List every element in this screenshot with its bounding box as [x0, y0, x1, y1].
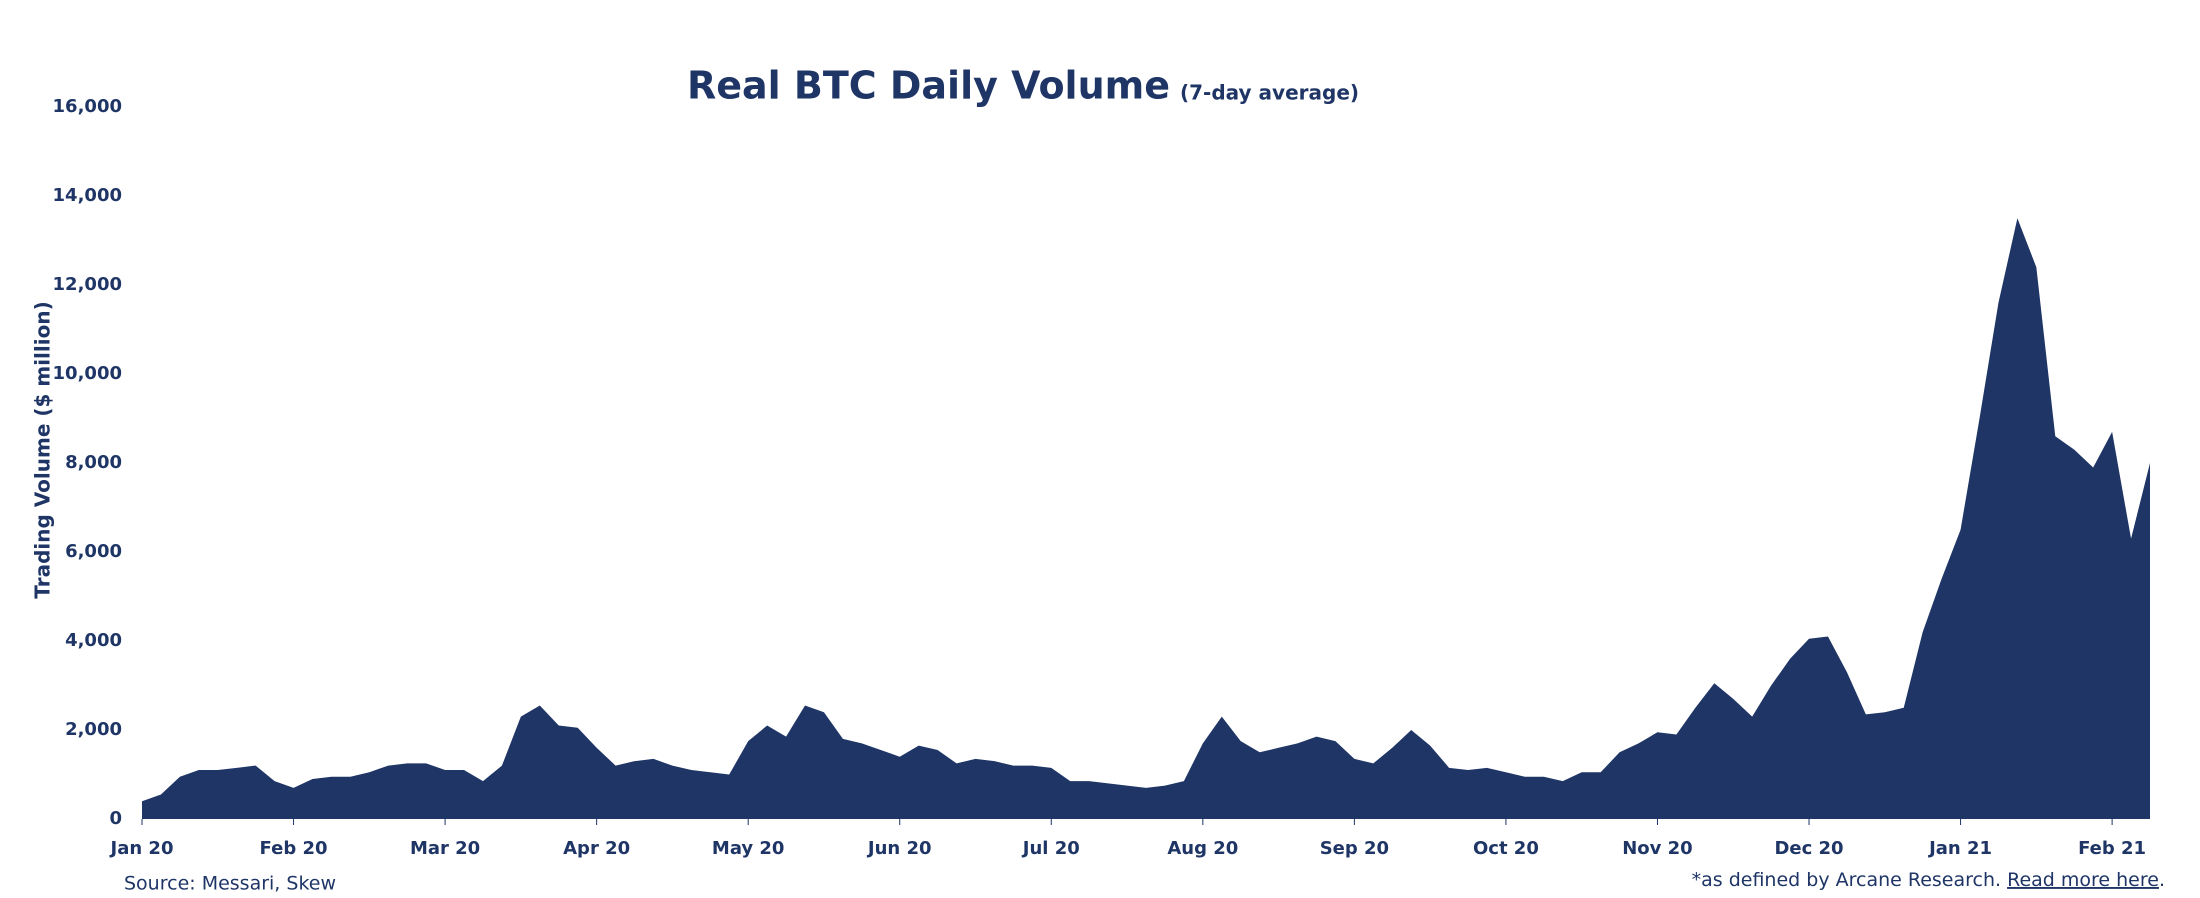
x-tick-label: May 20 [712, 838, 785, 859]
y-tick-label: 0 [109, 808, 122, 829]
footnote-text: *as defined by Arcane Research. [1692, 869, 2007, 891]
x-tick-label: Nov 20 [1622, 838, 1692, 859]
y-tick-label: 10,000 [53, 363, 122, 384]
y-tick-label: 12,000 [53, 274, 122, 295]
y-tick-label: 16,000 [53, 96, 122, 117]
y-tick-label: 8,000 [65, 452, 122, 473]
x-tick-label: Feb 20 [260, 838, 328, 859]
y-tick-label: 6,000 [65, 541, 122, 562]
x-tick-label: Jan 20 [109, 838, 174, 859]
chart-title: Real BTC Daily Volume [687, 64, 1170, 108]
chart-subtitle: (7-day average) [1180, 81, 1359, 105]
x-tick-label: Jun 20 [866, 838, 932, 859]
x-tick-label: Dec 20 [1774, 838, 1843, 859]
y-tick-label: 14,000 [53, 185, 122, 206]
x-tick-label: Aug 20 [1167, 838, 1238, 859]
x-tick-label: Apr 20 [563, 838, 630, 859]
area [142, 218, 2150, 819]
footnote: *as defined by Arcane Research. Read mor… [1692, 869, 2165, 891]
x-tick-label: Feb 21 [2078, 838, 2146, 859]
x-tick-label: Sep 20 [1320, 838, 1389, 859]
y-tick-label: 4,000 [65, 630, 122, 651]
x-tick-label: Mar 20 [410, 838, 480, 859]
x-tick-label: Oct 20 [1473, 838, 1539, 859]
x-tick-label: Jan 21 [1927, 838, 1992, 859]
y-axis-label: Trading Volume ($ million) [31, 301, 55, 598]
x-tick-label: Jul 20 [1021, 838, 1080, 859]
footnote-link[interactable]: Read more here [2007, 869, 2159, 891]
footnote-end: . [2159, 869, 2165, 891]
y-tick-label: 2,000 [65, 719, 122, 740]
source: Source: Messari, Skew [124, 873, 336, 895]
